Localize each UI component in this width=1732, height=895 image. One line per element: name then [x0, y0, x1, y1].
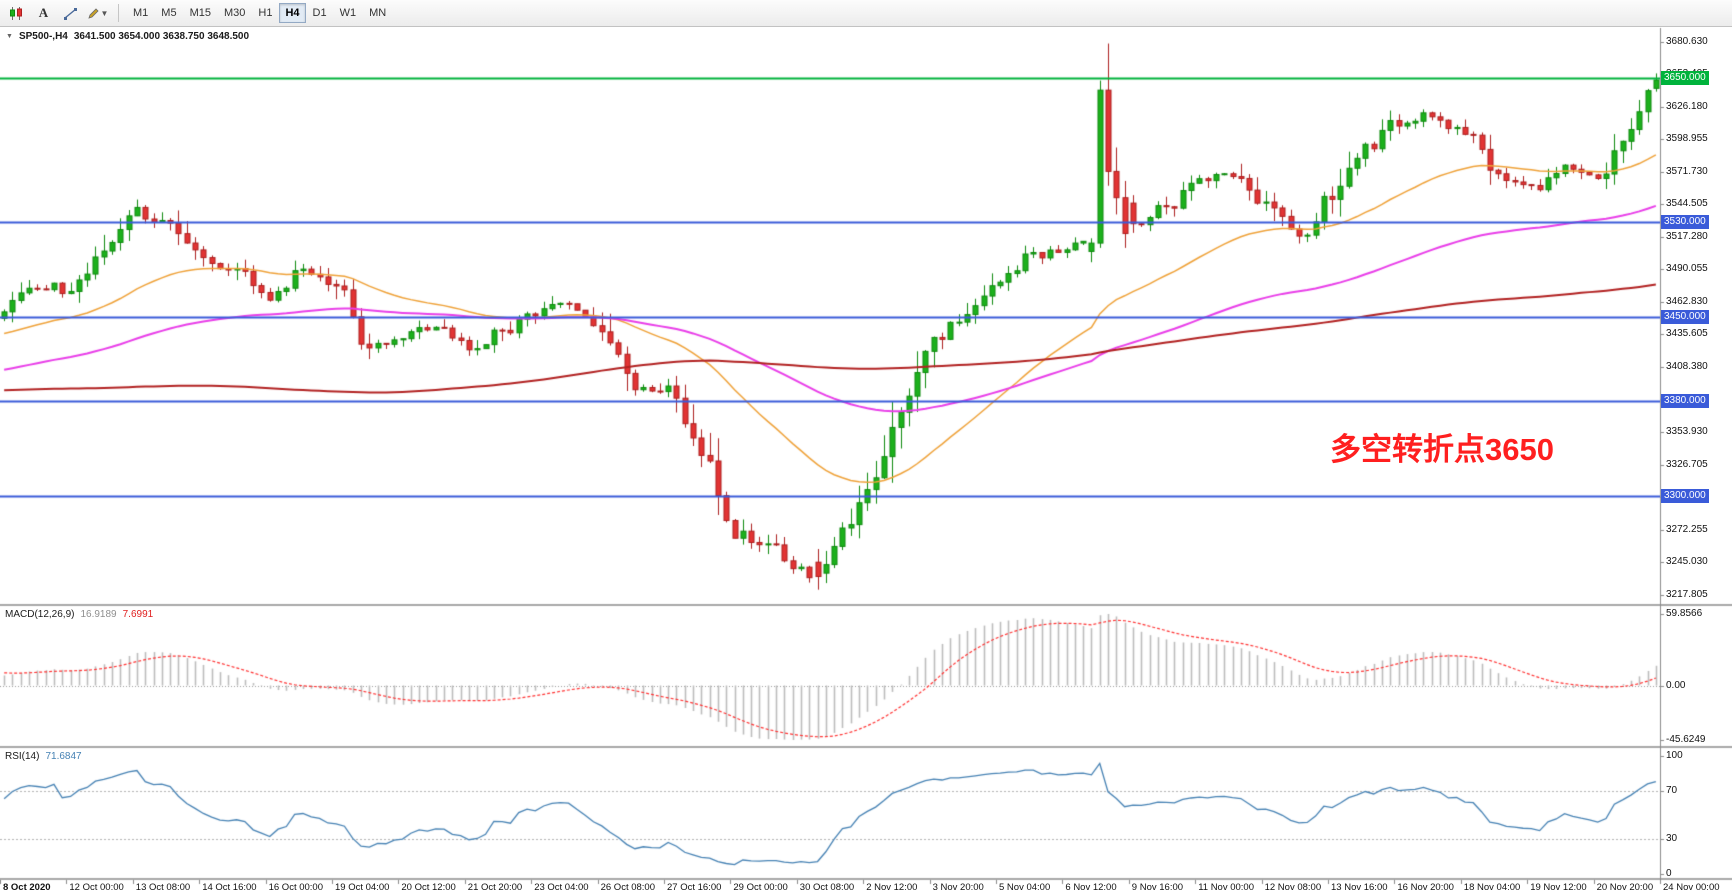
time-axis-label: 26 Oct 08:00 — [600, 882, 655, 893]
chart-ohlc-values: 3641.500 3654.000 3638.750 3648.500 — [73, 31, 250, 42]
time-axis-label: 11 Nov 00:00 — [1198, 882, 1254, 893]
price-level-tag: 3300.000 — [1661, 489, 1709, 504]
timeframe-button-m30[interactable]: M30 — [218, 3, 251, 23]
time-axis-label: 16 Nov 20:00 — [1397, 882, 1454, 893]
time-axis-label: 23 Oct 04:00 — [534, 882, 589, 893]
chart-type-icon[interactable] — [4, 3, 29, 24]
time-axis-label: 8 Oct 2020 — [3, 882, 51, 893]
time-axis-label: 9 Nov 16:00 — [1131, 882, 1184, 893]
macd-main-value: 16.9189 — [80, 609, 117, 620]
macd-signal-value: 7.6991 — [122, 609, 154, 620]
trendline-icon[interactable] — [58, 3, 83, 24]
time-axis-label: 2 Nov 12:00 — [866, 882, 918, 893]
toolbar-separator — [118, 4, 119, 22]
time-axis-label: 13 Oct 08:00 — [135, 882, 191, 893]
time-axis-label: 16 Oct 00:00 — [268, 882, 323, 893]
timeframe-button-m15[interactable]: M15 — [184, 3, 217, 23]
macd-axis[interactable]: 59.8566 0.00 -45.6249 — [1660, 606, 1732, 746]
timeframe-button-m1[interactable]: M1 — [127, 3, 154, 23]
collapse-arrow-icon[interactable]: ▼ — [6, 33, 13, 40]
timeframe-button-h1[interactable]: H1 — [252, 3, 278, 23]
price-axis-label: 3353.930 — [1666, 426, 1708, 437]
price-level-tag: 3380.000 — [1661, 393, 1709, 408]
draw-tools-icon[interactable]: ▼ — [85, 3, 110, 24]
price-axis-label: 3462.830 — [1666, 295, 1708, 307]
text-label-icon[interactable]: A — [31, 3, 56, 24]
timeframe-button-h4[interactable]: H4 — [279, 3, 306, 23]
rsi-axis[interactable]: 100 70 30 0 — [1660, 748, 1732, 879]
price-axis-label: 3245.030 — [1666, 556, 1708, 568]
trendline-glyph — [64, 7, 77, 20]
macd-label: MACD(12,26,9) — [5, 609, 75, 620]
time-axis-label: 12 Nov 08:00 — [1264, 882, 1322, 893]
rsi-axis-label: 30 — [1666, 832, 1678, 844]
time-axis-label: 19 Oct 04:00 — [335, 882, 390, 893]
price-axis-label: 3435.605 — [1666, 328, 1708, 340]
rsi-axis-label: 70 — [1666, 785, 1678, 797]
timeframe-button-m5[interactable]: M5 — [155, 3, 182, 23]
price-level-tag: 3530.000 — [1661, 214, 1709, 229]
time-axis-label: 19 Nov 12:00 — [1530, 882, 1587, 893]
timeframe-button-w1[interactable]: W1 — [334, 3, 363, 23]
toolbar: A ▼ M1 M5 M15 M30 H1 H4 D1 W1 MN — [0, 0, 1732, 27]
timeframe-group: M1 M5 M15 M30 H1 H4 D1 W1 MN — [127, 3, 392, 23]
chart-title: ▼ SP500-,H4 3641.500 3654.000 3638.750 3… — [6, 31, 249, 42]
macd-axis-label: 59.8566 — [1666, 608, 1703, 619]
time-axis-label: 29 Oct 00:00 — [733, 882, 788, 893]
price-axis[interactable]: 3680.6303653.4053626.1803598.9553571.730… — [1660, 28, 1732, 606]
time-axis-label: 5 Nov 04:00 — [999, 882, 1051, 893]
price-level-tag: 3450.000 — [1661, 310, 1709, 325]
time-axis-label: 20 Oct 12:00 — [401, 882, 456, 893]
macd-header: MACD(12,26,9) 16.9189 7.6991 — [5, 609, 153, 620]
price-axis-label: 3544.505 — [1666, 198, 1708, 210]
time-axis-label: 18 Nov 04:00 — [1463, 882, 1521, 893]
price-axis-label: 3490.055 — [1666, 263, 1708, 275]
time-axis-label: 12 Oct 00:00 — [69, 882, 124, 893]
timeframe-button-d1[interactable]: D1 — [307, 3, 333, 23]
rsi-label: RSI(14) — [5, 751, 40, 762]
rsi-header: RSI(14) 71.6847 — [5, 751, 82, 762]
time-axis[interactable]: 8 Oct 2020 12 Oct 00:00 13 Oct 08:00 14 Oct… — [0, 880, 1732, 895]
rsi-axis-label: 0 — [1666, 868, 1672, 879]
pencil-glyph — [87, 7, 99, 19]
price-axis-label: 3598.955 — [1666, 133, 1708, 145]
macd-axis-label: 0.00 — [1666, 679, 1686, 691]
text-tool-glyph: A — [38, 5, 49, 20]
time-axis-label: 30 Oct 08:00 — [799, 882, 855, 893]
price-axis-label: 3680.630 — [1666, 35, 1708, 47]
macd-axis-label: -45.6249 — [1666, 734, 1706, 745]
price-axis-label: 3571.730 — [1666, 165, 1708, 177]
dropdown-arrow-icon: ▼ — [100, 8, 109, 18]
time-axis-label: 27 Oct 16:00 — [667, 882, 722, 893]
price-axis-label: 3326.705 — [1666, 458, 1708, 470]
candlestick-glyph — [10, 6, 22, 20]
price-axis-label: 3217.805 — [1666, 588, 1708, 600]
price-axis-label: 3408.380 — [1666, 360, 1708, 372]
price-level-tag: 3650.000 — [1661, 71, 1709, 86]
time-axis-label: 14 Oct 16:00 — [202, 882, 257, 893]
annotation-text[interactable]: 多空转折点3650 — [1330, 432, 1554, 467]
time-axis-label: 3 Nov 20:00 — [932, 882, 984, 893]
time-axis-label: 20 Nov 20:00 — [1596, 882, 1654, 893]
price-axis-label: 3517.280 — [1666, 230, 1708, 242]
rsi-value: 71.6847 — [45, 751, 82, 762]
timeframe-button-mn[interactable]: MN — [363, 3, 392, 23]
chart-symbol-period: SP500-,H4 — [18, 31, 68, 42]
rsi-axis-label: 100 — [1666, 750, 1683, 761]
time-axis-label: 13 Nov 16:00 — [1331, 882, 1388, 893]
time-axis-label: 21 Oct 20:00 — [467, 882, 523, 893]
price-axis-label: 3272.255 — [1666, 523, 1708, 535]
price-axis-label: 3626.180 — [1666, 100, 1708, 112]
time-axis-label: 6 Nov 12:00 — [1065, 882, 1117, 893]
time-axis-label: 24 Nov 00:00 — [1663, 882, 1720, 893]
